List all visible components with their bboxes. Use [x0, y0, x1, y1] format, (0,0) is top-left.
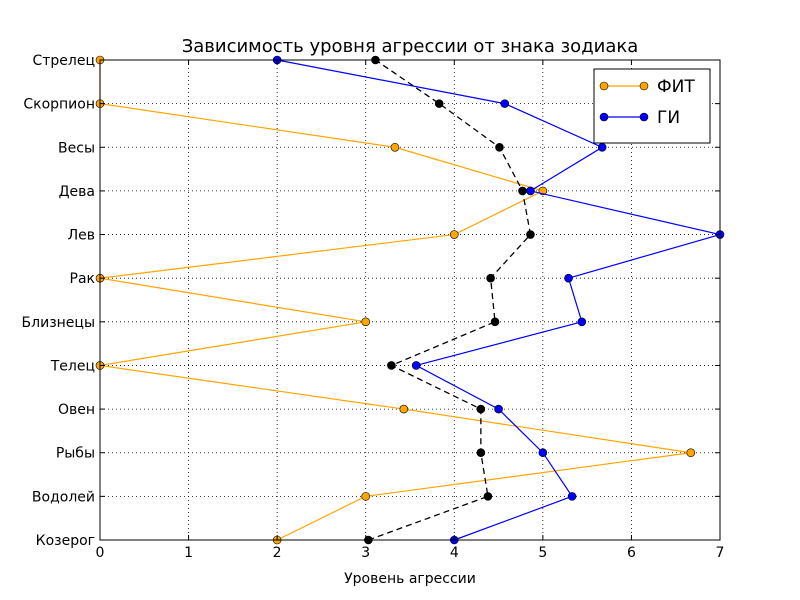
- legend-label: ГИ: [657, 108, 680, 128]
- x-tick-label: 3: [361, 545, 370, 561]
- y-tick-label: Дева: [59, 184, 95, 200]
- x-tick-label: 0: [96, 545, 105, 561]
- data-point: [399, 404, 409, 414]
- data-point: [526, 230, 535, 239]
- data-point: [495, 142, 504, 152]
- data-point: [486, 273, 495, 283]
- axis-ticks: 0 1 2 3 4 5 6 7 Козерог Водолей Рыбы Овен Телец Близн…: [22, 53, 725, 561]
- data-point: [597, 142, 607, 152]
- y-tick-label: Водолей: [32, 489, 95, 505]
- y-tick-label: Овен: [58, 402, 95, 418]
- legend: ФИТ ГИ: [593, 68, 711, 144]
- data-point: [390, 142, 400, 152]
- legend-marker: [639, 112, 649, 122]
- y-tick-label: Рыбы: [56, 446, 95, 462]
- series-line: [368, 59, 532, 541]
- data-point: [411, 361, 421, 370]
- legend-box: [593, 68, 711, 144]
- y-tick-label: Стрелец: [32, 53, 95, 69]
- data-point: [518, 186, 527, 196]
- data-point: [686, 448, 696, 458]
- chart-title: Зависимость уровня агрессии от знака зод…: [182, 36, 639, 57]
- data-point: [490, 317, 500, 327]
- data-point: [564, 273, 573, 283]
- y-tick-label: Скорпион: [23, 97, 95, 113]
- x-tick-label: 4: [450, 545, 459, 561]
- y-tick-label: Близнецы: [22, 315, 95, 331]
- x-tick-label: 7: [716, 545, 725, 561]
- data-point: [361, 317, 371, 327]
- series-line: [277, 59, 723, 541]
- data-point: [434, 99, 444, 108]
- data-point: [449, 230, 459, 239]
- x-tick-label: 1: [184, 545, 193, 561]
- legend-marker: [599, 112, 609, 122]
- series-line: [99, 60, 691, 541]
- data-point: [567, 492, 577, 501]
- y-tick-label: Рак: [70, 271, 95, 287]
- y-tick-label: Весы: [58, 140, 95, 156]
- data-point: [361, 492, 371, 501]
- data-point: [476, 404, 486, 414]
- plot-frame: [99, 59, 721, 541]
- data-point: [476, 448, 486, 458]
- x-tick-label: 2: [273, 545, 282, 561]
- legend-marker: [599, 81, 609, 91]
- y-tick-label: Лев: [68, 228, 95, 244]
- y-tick-label: Телец: [50, 358, 95, 374]
- data-point: [500, 99, 510, 108]
- legend-label: ФИТ: [657, 77, 695, 97]
- data-point: [483, 492, 493, 501]
- series-layer: [95, 55, 725, 545]
- x-tick-label: 6: [627, 545, 636, 561]
- data-point: [387, 361, 396, 370]
- data-point: [577, 317, 587, 327]
- data-point: [538, 448, 548, 458]
- x-tick-label: 5: [538, 545, 547, 561]
- data-point: [526, 186, 535, 196]
- legend-marker: [639, 81, 649, 91]
- data-point: [494, 404, 503, 414]
- y-tick-label: Козерог: [36, 533, 95, 549]
- x-axis-label: Уровень агрессии: [344, 571, 476, 587]
